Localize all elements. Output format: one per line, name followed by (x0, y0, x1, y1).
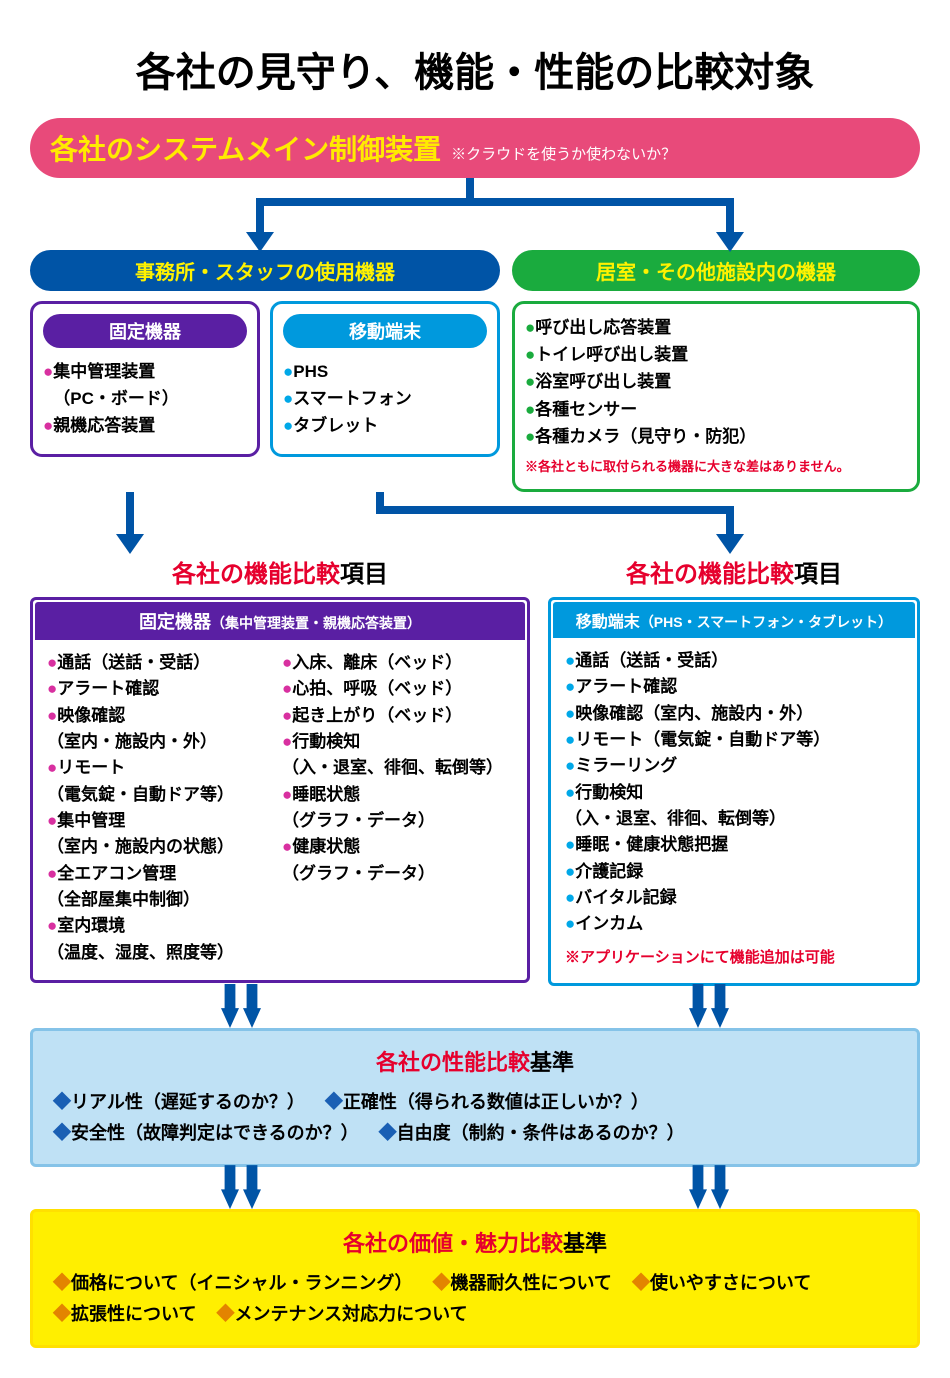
perf-criteria-box: 各社の性能比較基準 ◆リアル性（遅延するのか？）◆正確性（得られる数値は正しいか… (30, 1028, 920, 1167)
mobile-compare-box: 移動端末（PHS・スマートフォン・タブレット） ●通話（送話・受話）●アラート確… (548, 597, 920, 986)
left-header: 事務所・スタッフの使用機器 (30, 250, 500, 291)
func-compare-title-left: 各社の機能比較項目 (30, 554, 530, 589)
main-control-pill: 各社のシステムメイン制御装置 ※クラウドを使うか使わないか？ (30, 118, 920, 178)
arrow-down-2 (30, 1165, 920, 1209)
value-criteria-list: ◆価格について（イニシャル・ランニング）◆機器耐久性について◆使いやすさについて… (53, 1268, 897, 1329)
fixed-device-title: 固定機器 (43, 314, 247, 348)
perf-criteria-title: 各社の性能比較基準 (53, 1045, 897, 1077)
connector-1 (30, 178, 920, 250)
right-header: 居室・その他施設内の機器 (512, 250, 920, 291)
fixed-compare-box: 固定機器（集中管理装置・親機応答装置） ●通話（送話・受話）●アラート確認●映像… (30, 597, 530, 983)
page-title: 各社の見守り、機能・性能の比較対象 (30, 40, 920, 98)
mobile-compare-note: ※アプリケーションにて機能追加は可能 (565, 946, 903, 969)
value-criteria-box: 各社の価値・魅力比較基準 ◆価格について（イニシャル・ランニング）◆機器耐久性に… (30, 1209, 920, 1348)
room-device-box: ●呼び出し応答装置●トイレ呼び出し装置●浴室呼び出し装置●各種センサー●各種カメ… (512, 301, 920, 492)
func-compare-title-right: 各社の機能比較項目 (548, 554, 920, 589)
value-criteria-title: 各社の価値・魅力比較基準 (53, 1226, 897, 1258)
fixed-device-list: ●集中管理装置（PC・ボード）●親機応答装置 (43, 358, 247, 440)
device-row: 事務所・スタッフの使用機器 固定機器 ●集中管理装置（PC・ボード）●親機応答装… (30, 250, 920, 492)
room-device-list: ●呼び出し応答装置●トイレ呼び出し装置●浴室呼び出し装置●各種センサー●各種カメ… (525, 314, 907, 450)
fixed-device-box: 固定機器 ●集中管理装置（PC・ボード）●親機応答装置 (30, 301, 260, 457)
mobile-device-box: 移動端末 ●PHS●スマートフォン●タブレット (270, 301, 500, 457)
fixed-compare-col2: ●入床、離床（ベッド）●心拍、呼吸（ベッド）●起き上がり（ベッド）●行動検知（入… (282, 650, 513, 966)
fixed-compare-head: 固定機器（集中管理装置・親機応答装置） (35, 602, 525, 640)
compare-row: 各社の機能比較項目 固定機器（集中管理装置・親機応答装置） ●通話（送話・受話）… (30, 554, 920, 986)
mobile-device-list: ●PHS●スマートフォン●タブレット (283, 358, 487, 440)
main-control-label: 各社のシステムメイン制御装置 (50, 128, 441, 168)
mobile-device-title: 移動端末 (283, 314, 487, 348)
mobile-compare-head: 移動端末（PHS・スマートフォン・タブレット） (553, 602, 915, 638)
perf-criteria-list: ◆リアル性（遅延するのか？）◆正確性（得られる数値は正しいか？）◆安全性（故障判… (53, 1087, 897, 1148)
mobile-compare-list: ●通話（送話・受話）●アラート確認●映像確認（室内、施設内・外）●リモート（電気… (565, 648, 903, 938)
fixed-compare-col1: ●通話（送話・受話）●アラート確認●映像確認（室内・施設内・外）●リモート（電気… (47, 650, 278, 966)
main-control-note: ※クラウドを使うか使わないか？ (451, 143, 676, 164)
room-device-note: ※各社ともに取付られる機器に大きな差はありません。 (525, 456, 907, 475)
arrow-down-1 (30, 984, 920, 1028)
connector-2 (30, 492, 920, 554)
